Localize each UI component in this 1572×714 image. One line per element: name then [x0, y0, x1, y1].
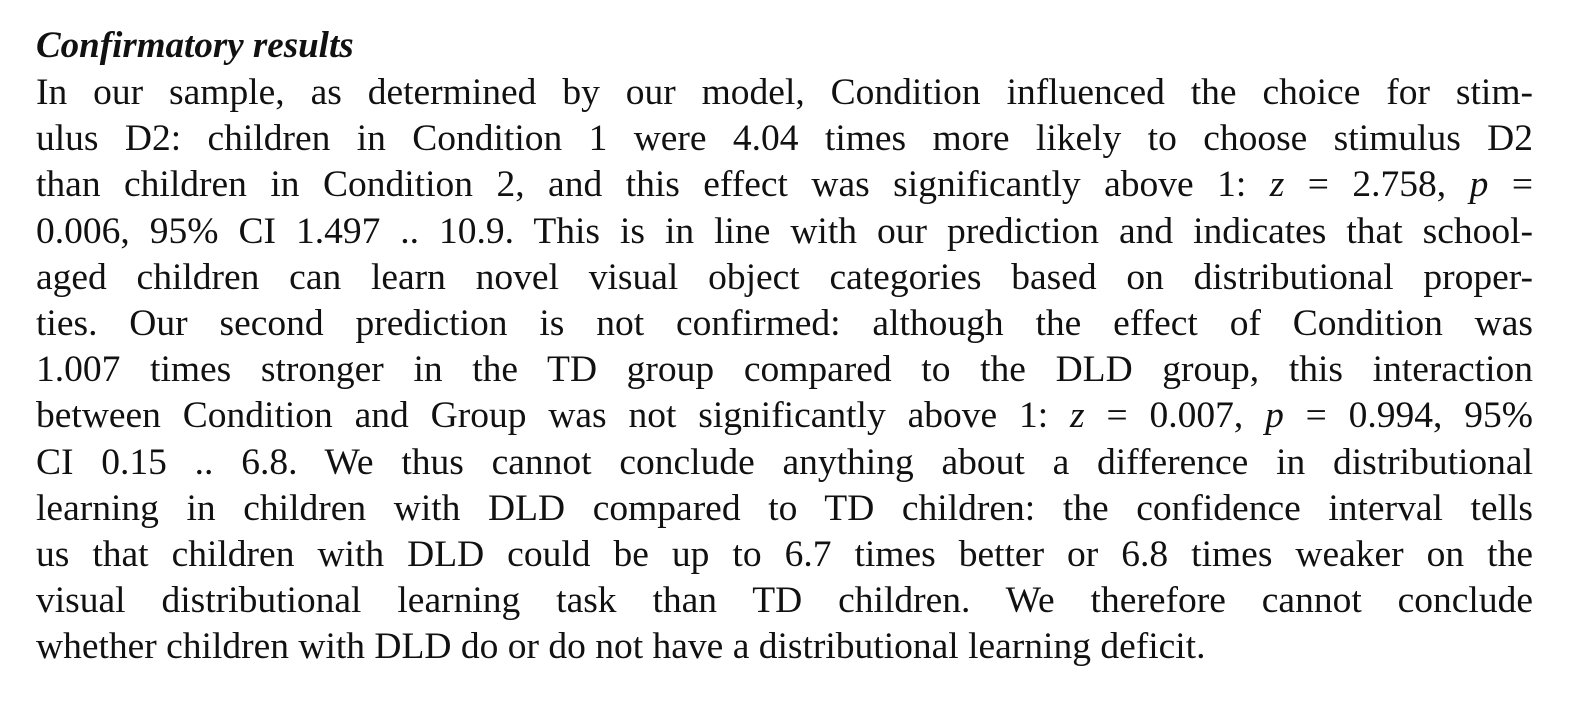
section: Confirmatory results In our sample, as d… [36, 22, 1533, 671]
paragraph-line: than children in Condition 2, and this e… [36, 164, 1534, 206]
paragraph-line: us that children with DLD could be up to… [36, 534, 1533, 576]
paragraph-line: between Condition and Group was not sign… [36, 395, 1534, 437]
paragraph-line: ties. Our second prediction is not confi… [36, 303, 1533, 345]
paragraph-line: learning in children with DLD compared t… [36, 487, 1533, 529]
paragraph-line: CI 0.15 .. 6.8. We thus cannot conclude … [36, 441, 1533, 483]
paragraph-line: In our sample, as determined by our mode… [36, 72, 1533, 113]
paragraph-line: aged children can learn novel visual obj… [36, 256, 1533, 298]
paragraph-line: visual distributional learning task than… [36, 580, 1533, 622]
body-paragraph: In our sample, as determined by our mode… [36, 70, 1533, 671]
paragraph-line: 1.007 times stronger in the TD group com… [36, 349, 1533, 391]
paragraph-line: ulus D2: children in Condition 1 were 4.… [36, 118, 1533, 160]
paragraph-line: whether children with DLD do or do not h… [36, 626, 1206, 668]
section-heading: Confirmatory results [36, 25, 354, 66]
paragraph-line: 0.006, 95% CI 1.497 .. 10.9. This is in … [36, 210, 1533, 252]
